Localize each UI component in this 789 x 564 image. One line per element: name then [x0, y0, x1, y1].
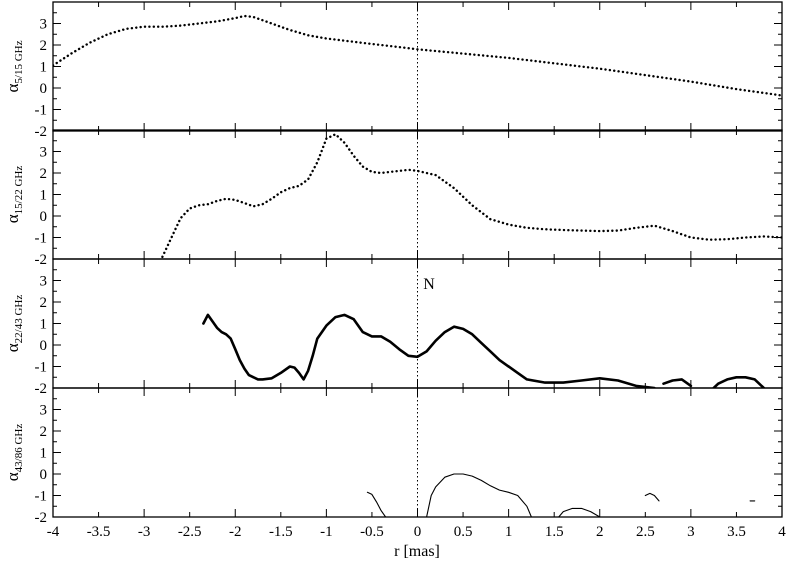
- y-axis-label: α43/86 GHz: [3, 424, 25, 482]
- x-tick-label: 4: [778, 524, 786, 540]
- data-group: [53, 14, 782, 97]
- data-series-1: [366, 491, 387, 517]
- y-tick-label: -1: [35, 489, 48, 505]
- data-series-3: [712, 376, 766, 388]
- y-axis-label-subscript: 22/43 GHz: [13, 295, 25, 344]
- data-group: [202, 313, 766, 388]
- data-series-1: [161, 133, 782, 259]
- y-tick-label: 0: [40, 209, 48, 225]
- panel-3: -2 -1 0 1 2 3 α22/43 GHz: [3, 258, 783, 397]
- y-tick-label: -1: [35, 231, 48, 247]
- y-tick-label: -2: [35, 252, 48, 268]
- x-tick-label: -1.5: [269, 524, 293, 540]
- x-tick-label: 0: [414, 524, 422, 540]
- annotation-n: N: [423, 276, 435, 293]
- y-tick-label: 1: [40, 317, 48, 333]
- y-tick-label: 2: [40, 166, 48, 182]
- x-tick-label: 1.5: [545, 524, 564, 540]
- x-tick-label: -4: [47, 524, 60, 540]
- data-series-2: [426, 473, 532, 517]
- y-tick-label: 3: [40, 17, 48, 33]
- y-tick-label: 0: [40, 338, 48, 354]
- y-tick-label: -2: [35, 124, 48, 140]
- data-group: [366, 473, 756, 517]
- y-axis-label-symbol: α: [3, 84, 22, 93]
- x-tick-label: 2.5: [636, 524, 655, 540]
- data-series-1: [202, 313, 656, 388]
- x-tick-label: 1: [505, 524, 513, 540]
- x-tick-label: -0.5: [360, 524, 384, 540]
- x-axis-label: r [mas]: [394, 543, 440, 560]
- data-series-1: [53, 14, 782, 97]
- y-axis-label-subscript: 5/15 GHz: [13, 40, 25, 83]
- y-tick-label: 0: [40, 81, 48, 97]
- panel-4: -2 -1 0 1 2 3 α43/86 GHz: [3, 387, 783, 526]
- y-tick-label: 1: [40, 188, 48, 204]
- x-tick-label: -2.5: [178, 524, 202, 540]
- panel-2: -2 -1 0 1 2 3 α15/22 GHz: [3, 129, 783, 268]
- x-tick-label: -2: [229, 524, 242, 540]
- x-tick-label: 3: [687, 524, 695, 540]
- y-axis-label: α5/15 GHz: [3, 40, 25, 92]
- y-axis-label-subscript: 15/22 GHz: [13, 166, 25, 215]
- panel-1: -2 -1 0 1 2 3 α5/15 GHz: [3, 1, 783, 140]
- x-tick-label: 0.5: [454, 524, 473, 540]
- x-tick-label: -1: [320, 524, 333, 540]
- y-tick-label: 1: [40, 446, 48, 462]
- y-tick-label: 2: [40, 38, 48, 54]
- y-axis-label-symbol: α: [3, 472, 22, 481]
- y-tick-label: 1: [40, 60, 48, 76]
- y-tick-label: -1: [35, 103, 48, 119]
- data-series-3: [558, 507, 601, 517]
- y-tick-label: -2: [35, 510, 48, 526]
- x-tick-label: -3.5: [87, 524, 111, 540]
- y-tick-label: 2: [40, 424, 48, 440]
- y-axis-label-subscript: 43/86 GHz: [13, 424, 25, 473]
- x-tick-label: -3: [138, 524, 151, 540]
- x-tick-label: 3.5: [727, 524, 746, 540]
- y-tick-label: 2: [40, 295, 48, 311]
- y-axis-label-symbol: α: [3, 343, 22, 352]
- y-tick-label: 0: [40, 467, 48, 483]
- data-series-2: [662, 378, 693, 388]
- data-series-4: [644, 492, 660, 502]
- y-axis-label-symbol: α: [3, 214, 22, 223]
- y-axis-label: α22/43 GHz: [3, 295, 25, 353]
- x-tick-label: 2: [596, 524, 604, 540]
- y-tick-label: -1: [35, 360, 48, 376]
- y-tick-label: 3: [40, 403, 48, 419]
- y-axis-label: α15/22 GHz: [3, 166, 25, 224]
- y-tick-label: 3: [40, 274, 48, 290]
- data-group: [161, 133, 782, 259]
- y-tick-label: -2: [35, 381, 48, 397]
- y-tick-label: 3: [40, 145, 48, 161]
